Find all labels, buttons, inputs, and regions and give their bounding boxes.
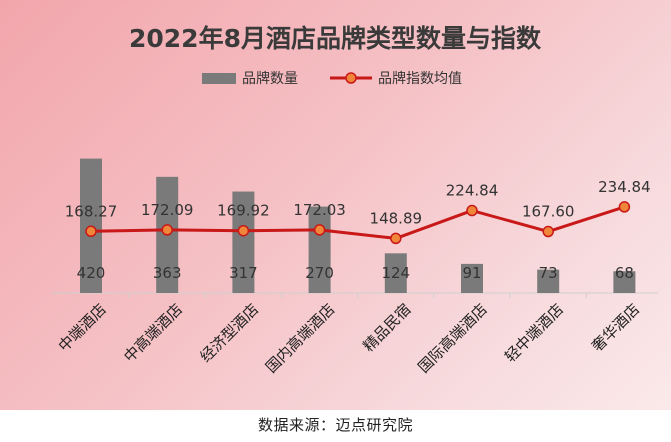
bar-label-3: 317 (229, 264, 258, 282)
line-point-8 (618, 201, 631, 213)
line-point-5 (390, 232, 402, 245)
bar-label-8: 68 (615, 264, 634, 282)
legend-swatch-bar (202, 73, 236, 84)
bar-label-6: 91 (462, 264, 481, 282)
source-note: 数据来源：迈点研究院 (257, 416, 413, 434)
category-label-7: 轻中端酒店 (501, 300, 567, 366)
legend-swatch-marker (345, 72, 357, 84)
category-label-2: 中高端酒店 (120, 300, 186, 366)
bar-4 (308, 206, 331, 293)
bar-label-7: 73 (539, 264, 558, 282)
bar-label-5: 124 (381, 264, 410, 282)
bar-labels-layer: 420 363 317 270 124 91 73 68 (77, 264, 634, 282)
category-label-6: 国际高端酒店 (414, 300, 490, 376)
bar-label-4: 270 (305, 264, 334, 282)
line-label-3: 169.92 (217, 202, 270, 220)
line-point-6 (466, 204, 478, 217)
line-point-2 (161, 224, 173, 236)
bar-6 (461, 263, 483, 293)
ticks-layer (128, 293, 587, 298)
category-labels-layer: 中端酒店 中高端酒店 经济型酒店 国内高端酒店 精品民宿 国际高端酒店 轻中端酒店 奢华酒店 (55, 300, 644, 376)
chart-title: 2022年8月酒店品牌类型数量与指数 (129, 24, 542, 53)
chart-panel: 2022年8月酒店品牌类型数量与指数 品牌数量 品牌指数均值 420 363 317… (0, 0, 671, 410)
line-point-7 (542, 225, 554, 238)
line-label-2: 172.09 (141, 201, 194, 219)
category-label-1: 中端酒店 (55, 300, 110, 355)
legend-label-bar: 品牌数量 (242, 70, 298, 87)
line-layer (85, 201, 631, 245)
bar-7 (537, 269, 560, 293)
category-label-3: 经济型酒店 (196, 300, 262, 366)
bar-label-2: 363 (153, 264, 182, 282)
bar-label-1: 420 (77, 264, 106, 282)
line-point-4 (313, 224, 326, 236)
bar-5 (384, 253, 407, 293)
line-label-8: 234.84 (598, 178, 651, 196)
chart: 2022年8月酒店品牌类型数量与指数 品牌数量 品牌指数均值 420 363 317… (52, 24, 658, 376)
category-label-8: 奢华酒店 (588, 300, 643, 355)
legend-label-line: 品牌指数均值 (378, 70, 462, 87)
category-label-4: 国内高端酒店 (262, 300, 338, 376)
bar-8 (613, 271, 636, 293)
line-label-4: 172.03 (293, 201, 346, 219)
legend: 品牌数量 品牌指数均值 (202, 70, 462, 87)
line-labels-layer: 168.27 172.09 169.92 172.03 148.89 224.84 167.… (65, 178, 651, 228)
line-label-6: 224.84 (446, 182, 499, 200)
line-point-3 (237, 224, 250, 237)
line-label-1: 168.27 (65, 202, 118, 220)
index-line (90, 205, 625, 240)
category-label-5: 精品民宿 (359, 300, 414, 355)
line-point-1 (85, 225, 97, 238)
bar-3 (232, 191, 255, 293)
line-label-7: 167.60 (522, 203, 575, 221)
line-label-5: 148.89 (370, 209, 423, 227)
